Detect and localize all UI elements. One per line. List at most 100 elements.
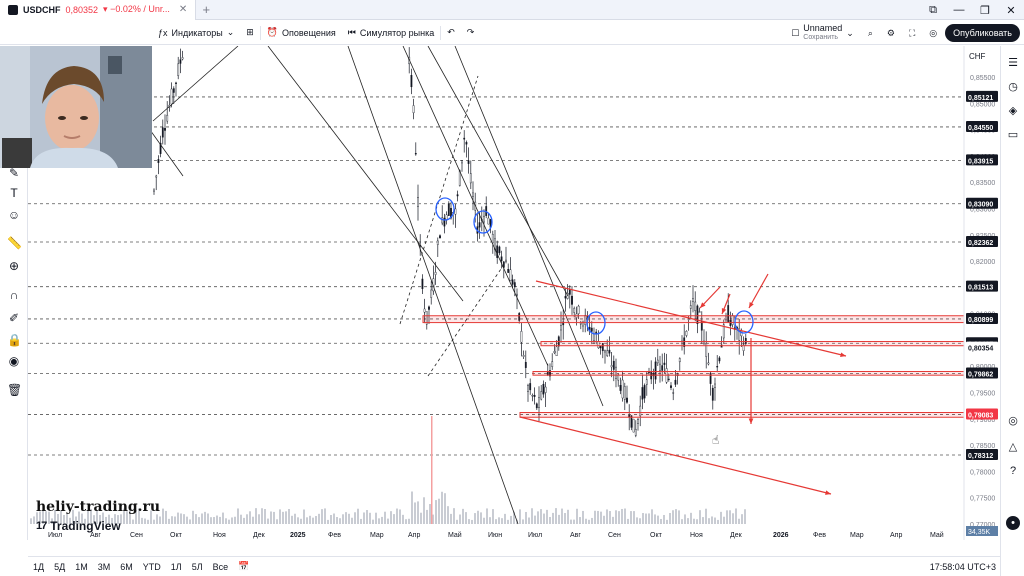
quick-search-button[interactable]: ⌕ — [862, 21, 879, 45]
candle-body — [412, 105, 415, 114]
volume-bar — [258, 514, 260, 524]
notifications-icon[interactable]: • — [1006, 516, 1020, 530]
text-tool-icon[interactable]: T — [10, 186, 18, 200]
volume-bar — [582, 510, 584, 524]
time-axis-label: Авг — [570, 532, 581, 539]
volume-bar — [309, 515, 311, 524]
zoom-in-icon[interactable]: ⊕ — [8, 259, 20, 273]
candle-body — [610, 365, 613, 368]
volume-bar — [108, 514, 110, 524]
price-chart[interactable]: ☝ CHF0,855000,850000,845000,840000,83500… — [28, 46, 1000, 540]
volume-bar — [111, 517, 113, 524]
volume-bar — [264, 509, 266, 524]
close-window-icon[interactable]: ✕ — [1006, 4, 1016, 17]
candle-body — [678, 358, 681, 363]
ideas-icon[interactable]: △ — [1008, 441, 1018, 453]
layers-icon[interactable]: ◈ — [1008, 105, 1018, 117]
new-tab-icon[interactable]: + — [202, 2, 211, 17]
period-6m[interactable]: 6М — [120, 561, 133, 572]
price-level-badge — [966, 280, 998, 292]
volume-bar — [528, 517, 530, 524]
volume-bar — [615, 510, 617, 524]
period-5d[interactable]: 5Д — [54, 561, 66, 572]
volume-bar — [357, 508, 359, 524]
alerts-clock-icon[interactable]: ◷ — [1008, 81, 1018, 93]
grid-icon: ⊞ — [246, 27, 254, 37]
period-1y[interactable]: 1Л — [170, 561, 182, 572]
close-tab-icon[interactable]: ✕ — [178, 4, 188, 15]
volume-bar — [558, 514, 560, 524]
period-1d[interactable]: 1Д — [33, 561, 45, 572]
target-icon[interactable]: ◎ — [1008, 415, 1018, 427]
symbol-tab[interactable]: USDCHF 0,80352 ▾ −0.02% / Unr... ✕ — [0, 0, 197, 20]
volume-bar — [465, 512, 467, 524]
volume-bar — [495, 519, 497, 524]
eye-icon[interactable]: ◉ — [8, 354, 20, 368]
indicators-label: Индикаторы — [171, 27, 223, 38]
layout-name-button[interactable]: ☐ Unnamed Сохранить ⌄ — [785, 21, 860, 45]
volume-bar — [306, 517, 308, 524]
candle-body — [716, 366, 719, 368]
brush-icon[interactable]: ✎ — [8, 166, 20, 180]
magnet-icon[interactable]: ∩ — [9, 288, 19, 302]
trash-icon[interactable]: 🗑 — [7, 383, 23, 397]
candle-body — [630, 415, 633, 428]
window-controls: ⧉ — ❐ ✕ — [920, 0, 1024, 20]
chat-icon[interactable]: ▭ — [1007, 129, 1019, 141]
date-range-icon[interactable]: 📅 — [238, 561, 250, 571]
redo-button[interactable]: ↷ — [461, 21, 481, 45]
volume-bar — [432, 514, 434, 524]
volume-bar — [90, 508, 92, 524]
alerts-button[interactable]: ⏰ Оповещения — [261, 21, 342, 45]
candle-body — [153, 189, 155, 192]
watchlist-icon[interactable]: ☰ — [1008, 57, 1018, 69]
time-axis-label: Апр — [890, 532, 902, 539]
volume-bar — [273, 511, 275, 524]
publish-button[interactable]: Опубликовать — [945, 24, 1020, 42]
volume-bar — [498, 517, 500, 524]
minimize-icon[interactable]: — — [953, 4, 965, 16]
time-axis-label: Фев — [813, 532, 826, 539]
volume-bar — [318, 513, 320, 524]
volume-bar — [138, 508, 140, 524]
restore-icon[interactable]: ❐ — [980, 4, 990, 17]
indicators-button[interactable]: ƒx Индикаторы ⌄ — [152, 21, 240, 45]
lock-drawing-icon[interactable]: ✐ — [8, 311, 20, 325]
app-menu-icon[interactable]: ⧉ — [929, 3, 937, 16]
volume-bar — [612, 516, 614, 524]
undo-button[interactable]: ↶ — [441, 21, 461, 45]
period-all[interactable]: Все — [212, 561, 229, 572]
snapshot-button[interactable]: ◎ — [923, 21, 943, 45]
red-trend-line — [535, 280, 847, 357]
volume-bar — [489, 517, 491, 524]
volume-bar — [573, 519, 575, 524]
period-1m[interactable]: 1М — [75, 561, 88, 572]
lock-icon[interactable]: 🔒 — [7, 333, 22, 347]
candle-body — [467, 160, 470, 164]
volume-bar — [390, 511, 392, 524]
price-level-badge — [966, 341, 998, 353]
red-zone — [422, 315, 965, 324]
volume-bar — [525, 511, 527, 524]
help-icon[interactable]: ? — [1009, 465, 1017, 477]
fullscreen-button[interactable]: ⛶ — [903, 21, 921, 45]
emoji-icon[interactable]: ☺ — [7, 208, 21, 222]
chart-area[interactable]: ☝ CHF0,855000,850000,845000,840000,83500… — [28, 46, 1000, 540]
period-5y[interactable]: 5Л — [191, 561, 203, 572]
time-axis-label: 2025 — [290, 532, 306, 539]
candle-body — [718, 357, 721, 362]
replay-button[interactable]: ⏮ Симулятор рынка — [342, 21, 440, 45]
candle-body — [727, 305, 730, 322]
period-ytd[interactable]: YTD — [142, 561, 161, 572]
candle-body — [606, 350, 609, 356]
settings-button[interactable]: ⚙ — [881, 21, 901, 45]
time-axis-label: Июл — [48, 532, 62, 539]
ruler-icon[interactable]: 📏 — [7, 236, 22, 250]
candle-body — [414, 153, 417, 155]
period-3m[interactable]: 3М — [97, 561, 111, 572]
candle-body — [643, 385, 646, 399]
toolbar-right: ☐ Unnamed Сохранить ⌄ ⌕ ⚙ ⛶ ◎ Опубликова… — [785, 21, 1024, 45]
volume-bar — [231, 517, 233, 524]
volume-bar — [477, 510, 479, 524]
layouts-button[interactable]: ⊞ — [240, 21, 260, 45]
